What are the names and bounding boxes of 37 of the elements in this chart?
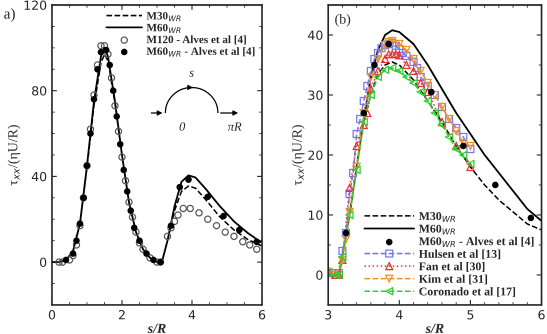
x-tick-label: 6 <box>258 310 266 320</box>
annotation: 0 <box>180 122 186 131</box>
annotation: πR <box>228 122 242 131</box>
y-tick-label: 40 <box>308 30 323 40</box>
legend-label: Coronado et al [17] <box>419 287 516 297</box>
legend-label: M60$_{WR}$ - Alves et al [4] <box>146 47 254 57</box>
legend-label: Kim et al [31] <box>418 274 488 284</box>
y-tick-label: 40 <box>32 172 46 182</box>
legend-label: M60$_{WR}$ - Alves et al [4] <box>418 236 534 248</box>
x-tick-label: 6 <box>538 310 545 320</box>
x-tick-label: 4 <box>188 310 196 320</box>
x-tick-label: 4 <box>396 310 403 320</box>
legend-label: M30$_{WR}$ <box>146 12 181 22</box>
y-axis-title: τ$_{xx}$/(ηU/R) <box>8 125 20 186</box>
y-tick-label: 120 <box>24 0 46 10</box>
y-tick-label: 0 <box>40 258 46 268</box>
x-axis-title: s/R <box>426 324 444 334</box>
y-tick-label: 20 <box>308 150 323 160</box>
x-tick-label: 0 <box>48 310 56 320</box>
y-tick-label: 30 <box>308 90 323 100</box>
x-tick-label: 3 <box>325 310 332 320</box>
legend-label: Hulsen et al [13] <box>418 250 500 260</box>
text: a) <box>4 8 15 22</box>
y-axis-title: τ$_{xx}$/(ηU/R) <box>292 125 304 186</box>
annotation: (b) <box>335 14 350 27</box>
legend-label: M60$_{WR}$ <box>418 224 455 234</box>
y-tick-label: 10 <box>308 210 323 220</box>
x-tick-label: 2 <box>118 310 125 320</box>
legend-label: M30$_{WR}$ <box>418 212 455 222</box>
x-axis-title: s/R <box>148 324 166 334</box>
annotation: s <box>189 70 194 77</box>
legend-label: M60$_{WR}$ <box>146 24 181 34</box>
x-tick-label: 5 <box>467 310 474 320</box>
y-tick-label: 0 <box>316 270 323 280</box>
y-tick-label: 80 <box>32 86 46 96</box>
legend-label: M120 - Alves et al [4] <box>146 35 246 45</box>
legend-label: Fan et al [30] <box>418 262 484 272</box>
